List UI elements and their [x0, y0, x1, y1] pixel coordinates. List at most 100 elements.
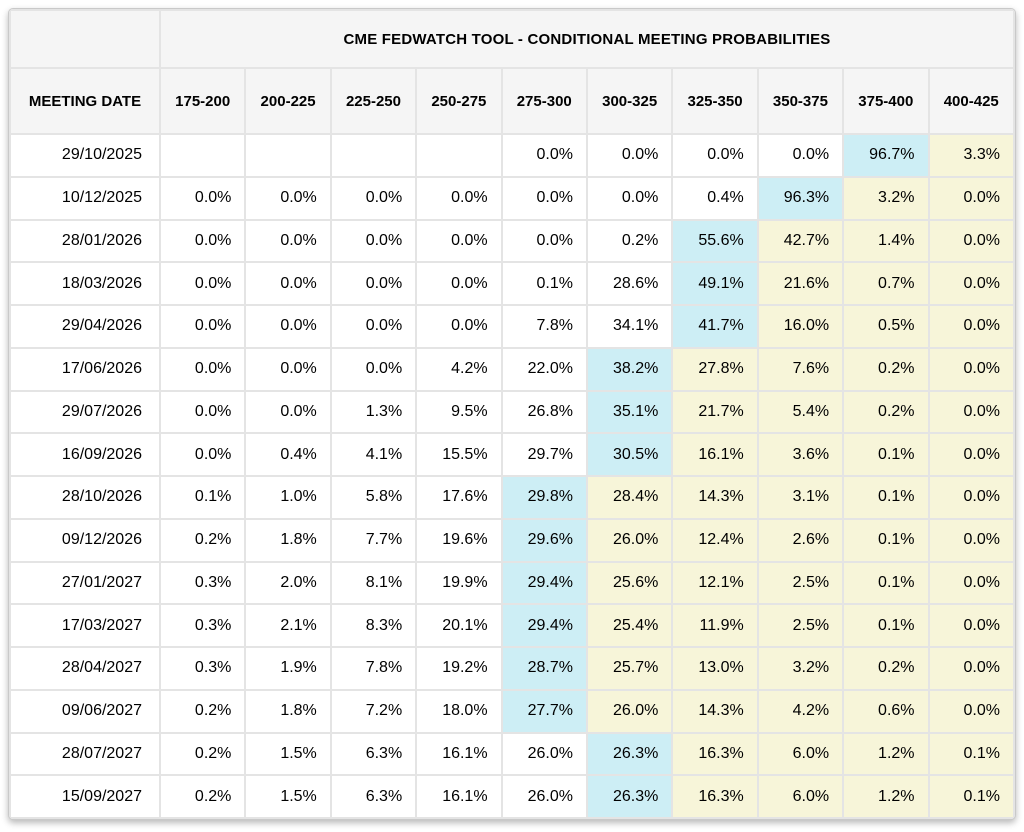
probability-cell: 1.5% — [244, 774, 332, 819]
probability-cell: 0.1% — [842, 603, 930, 648]
probability-cell: 4.2% — [415, 346, 503, 392]
rate-bin-header: 400-425 — [927, 67, 1015, 135]
probability-cell: 0.0% — [585, 133, 674, 178]
probability-cell: 0.0% — [329, 304, 418, 349]
meeting-date-cell: 18/03/2026 — [9, 261, 161, 306]
probability-cell: 5.8% — [329, 475, 418, 520]
probability-cell: 16.1% — [671, 432, 759, 477]
table-header: CME FEDWATCH TOOL - CONDITIONAL MEETING … — [9, 9, 1015, 135]
probability-cell: 26.3% — [585, 774, 674, 819]
probability-cell: 0.2% — [158, 774, 247, 819]
probability-cell: 0.0% — [415, 175, 503, 221]
meeting-date-column-header: MEETING DATE — [9, 67, 161, 135]
title-row: CME FEDWATCH TOOL - CONDITIONAL MEETING … — [9, 9, 1015, 69]
probability-cell: 0.4% — [244, 432, 332, 477]
probability-cell: 13.0% — [671, 646, 759, 691]
probability-cell: 14.3% — [671, 688, 759, 734]
probability-cell: 1.2% — [842, 731, 930, 777]
probability-cell: 0.0% — [927, 646, 1015, 691]
probability-cell: 0.0% — [927, 603, 1015, 648]
probability-cell: 0.0% — [244, 346, 332, 392]
probability-cell: 7.6% — [756, 346, 845, 392]
probability-cell: 26.0% — [585, 517, 674, 563]
fedwatch-probabilities-panel: CME FEDWATCH TOOL - CONDITIONAL MEETING … — [8, 8, 1016, 820]
probability-cell: 0.0% — [415, 218, 503, 264]
probability-cell: 16.1% — [415, 731, 503, 777]
probability-cell: 4.1% — [329, 432, 418, 477]
probability-cell: 29.6% — [500, 517, 588, 563]
rate-bin-header: 375-400 — [842, 67, 930, 135]
probability-cell: 42.7% — [756, 218, 845, 264]
probability-cell: 27.8% — [671, 346, 759, 392]
meeting-date-cell: 15/09/2027 — [9, 774, 161, 819]
probability-cell: 1.9% — [244, 646, 332, 691]
table-row: 15/09/2027 0.2% 1.5% 6.3% 16.1% 26.0% 26.3% 16.… — [9, 774, 1015, 819]
probability-cell: 34.1% — [585, 304, 674, 349]
meeting-date-cell: 29/07/2026 — [9, 389, 161, 435]
meeting-date-cell: 28/04/2027 — [9, 646, 161, 691]
probability-cell: 41.7% — [671, 304, 759, 349]
table-row: 28/10/2026 0.1% 1.0% 5.8% 17.6% 29.8% 28.4% 14.… — [9, 475, 1015, 520]
table-row: 10/12/2025 0.0% 0.0% 0.0% 0.0% 0.0% 0.0% 0.4% 96… — [9, 175, 1015, 221]
rate-bin-header: 325-350 — [671, 67, 759, 135]
probability-cell: 0.0% — [585, 175, 674, 221]
probability-cell: 0.3% — [158, 560, 247, 606]
probability-cell: 0.0% — [158, 304, 247, 349]
probability-cell: 0.0% — [927, 475, 1015, 520]
probability-cell: 28.6% — [585, 261, 674, 306]
probability-cell: 55.6% — [671, 218, 759, 264]
probability-cell: 0.2% — [158, 688, 247, 734]
table-row: 18/03/2026 0.0% 0.0% 0.0% 0.0% 0.1% 28.6% 49.1%… — [9, 261, 1015, 306]
rate-bin-header: 300-325 — [585, 67, 674, 135]
probability-cell: 0.0% — [158, 346, 247, 392]
table-row: 28/04/2027 0.3% 1.9% 7.8% 19.2% 28.7% 25.7% 13.… — [9, 646, 1015, 691]
probability-cell: 0.0% — [244, 175, 332, 221]
probability-cell: 3.2% — [842, 175, 930, 221]
probability-cell: 2.6% — [756, 517, 845, 563]
table-row: 28/01/2026 0.0% 0.0% 0.0% 0.0% 0.0% 0.2% 55.6% 4… — [9, 218, 1015, 264]
rate-bin-header: 225-250 — [329, 67, 418, 135]
probability-cell: 26.0% — [500, 774, 588, 819]
probability-cell — [158, 133, 247, 178]
meeting-date-cell: 17/06/2026 — [9, 346, 161, 392]
probability-cell: 19.9% — [415, 560, 503, 606]
probability-cell: 16.1% — [415, 774, 503, 819]
meeting-date-cell: 10/12/2025 — [9, 175, 161, 221]
probability-cell: 30.5% — [585, 432, 674, 477]
table-row: 28/07/2027 0.2% 1.5% 6.3% 16.1% 26.0% 26.3% 16.… — [9, 731, 1015, 777]
probability-cell: 2.1% — [244, 603, 332, 648]
table-row: 17/06/2026 0.0% 0.0% 0.0% 4.2% 22.0% 38.2% 27.8… — [9, 346, 1015, 392]
meeting-date-cell: 09/06/2027 — [9, 688, 161, 734]
probability-cell: 29.4% — [500, 603, 588, 648]
probability-cell: 20.1% — [415, 603, 503, 648]
probability-cell: 0.1% — [842, 432, 930, 477]
probability-cell: 3.6% — [756, 432, 845, 477]
table-row: 29/10/2025 0.0% 0.0% 0.0% 0.0% 96.7% 3.3% — [9, 133, 1015, 178]
probability-cell: 96.7% — [842, 133, 930, 178]
bins-header-row: MEETING DATE 175-200 200-225 225-250 250-27… — [9, 67, 1015, 135]
probability-table-body: 29/10/2025 0.0% 0.0% 0.0% 0.0% 96.7% 3.3% 10/12… — [9, 133, 1015, 819]
probability-cell: 7.7% — [329, 517, 418, 563]
probability-cell: 0.0% — [158, 175, 247, 221]
probability-cell: 0.2% — [842, 646, 930, 691]
probability-cell: 0.0% — [927, 346, 1015, 392]
rate-bin-header: 175-200 — [158, 67, 247, 135]
corner-cell — [9, 9, 161, 69]
meeting-date-cell: 28/01/2026 — [9, 218, 161, 264]
probability-cell: 28.4% — [585, 475, 674, 520]
probability-cell: 0.0% — [927, 261, 1015, 306]
probability-cell: 1.8% — [244, 517, 332, 563]
probability-cell: 6.0% — [756, 731, 845, 777]
probability-cell: 12.1% — [671, 560, 759, 606]
probability-cell: 11.9% — [671, 603, 759, 648]
probability-cell: 1.3% — [329, 389, 418, 435]
table-row: 09/12/2026 0.2% 1.8% 7.7% 19.6% 29.6% 26.0% 12.… — [9, 517, 1015, 563]
probability-cell: 0.0% — [244, 218, 332, 264]
probability-cell: 0.0% — [415, 304, 503, 349]
probability-cell: 26.3% — [585, 731, 674, 777]
probability-cell: 0.0% — [158, 261, 247, 306]
probability-cell: 26.8% — [500, 389, 588, 435]
probability-cell: 0.1% — [842, 475, 930, 520]
probability-cell: 0.6% — [842, 688, 930, 734]
probability-cell — [415, 133, 503, 178]
